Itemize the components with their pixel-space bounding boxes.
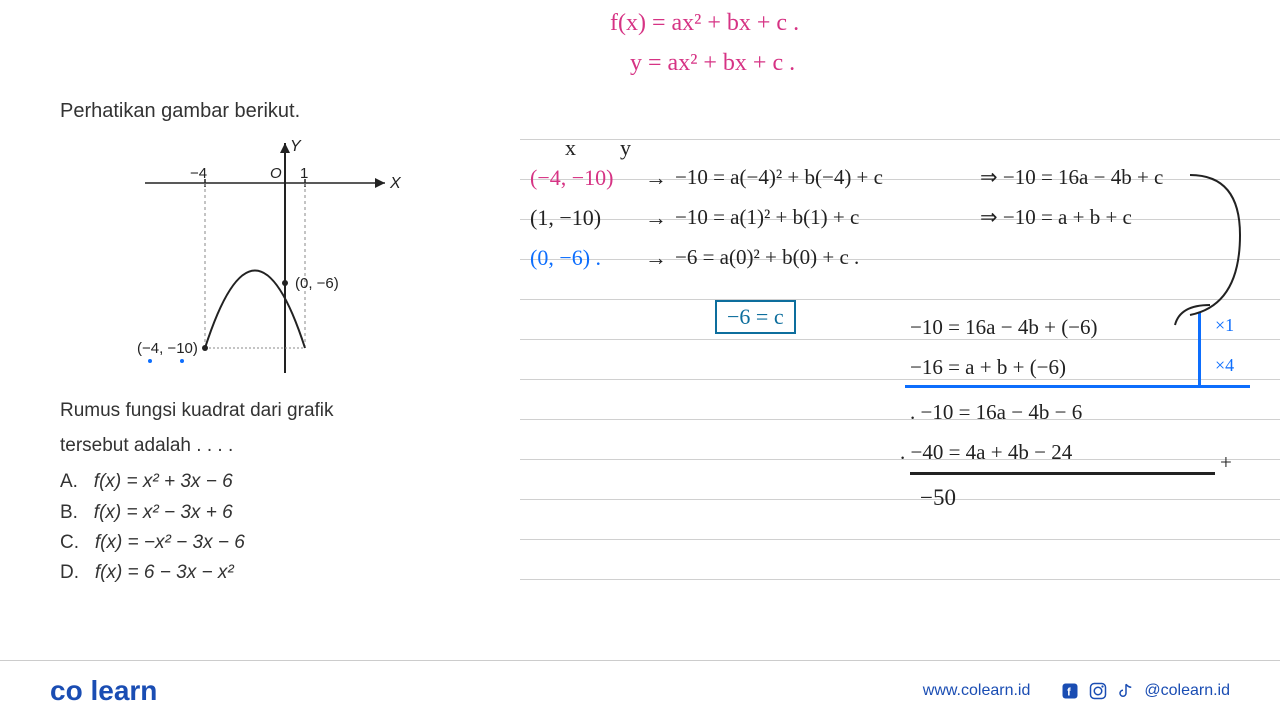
eq-y: y = ax² + bx + c . <box>630 50 795 77</box>
sys2: −16 = a + b + (−6) <box>910 355 1066 380</box>
pt1-sub: −10 = a(−4)² + b(−4) + c <box>675 165 883 190</box>
pt3-arrow: → <box>645 245 667 271</box>
pt1-imp: ⇒ −10 = 16a − 4b + c <box>980 165 1163 190</box>
option-c: C. f(x) = −x² − 3x − 6 <box>60 528 490 558</box>
footer: co learn www.colearn.id f @colearn.id <box>0 660 1280 720</box>
graph-svg: Y X O −4 1 (0, −6) (−4, −10) <box>135 133 415 383</box>
instagram-icon <box>1088 681 1108 701</box>
problem-panel: Perhatikan gambar berikut. <box>0 0 520 660</box>
question-line-1: Rumus fungsi kuadrat dari grafik <box>60 398 490 425</box>
option-a: A. f(x) = x² + 3x − 6 <box>60 467 490 497</box>
ruled-paper <box>520 100 1280 660</box>
logo: co learn <box>50 675 157 707</box>
pt1: (−4, −10) <box>530 165 613 191</box>
step1: . −10 = 16a − 4b − 6 <box>910 400 1082 425</box>
plus-sign: + <box>1220 450 1232 475</box>
pt2-imp: ⇒ −10 = a + b + c <box>980 205 1132 230</box>
pt2: (1, −10) <box>530 205 601 231</box>
tiktok-icon <box>1116 681 1136 701</box>
boxed-c: −6 = c <box>715 300 796 334</box>
answer-options: A. f(x) = x² + 3x − 6 B. f(x) = x² − 3x … <box>60 467 490 589</box>
origin-label: O <box>270 165 282 182</box>
bracket-arc <box>1180 165 1260 320</box>
website-url: www.colearn.id <box>923 682 1031 700</box>
step-underline <box>910 472 1215 475</box>
y-axis-label: Y <box>290 138 302 155</box>
problem-title: Perhatikan gambar berikut. <box>60 100 490 123</box>
social-handle: @colearn.id <box>1144 682 1230 700</box>
footer-right: www.colearn.id f @colearn.id <box>923 681 1230 701</box>
step2: . −40 = 4a + 4b − 24 <box>900 440 1072 465</box>
work-panel: f(x) = ax² + bx + c . y = ax² + bx + c .… <box>520 0 1280 660</box>
pt3-sub: −6 = a(0)² + b(0) + c . <box>675 245 859 270</box>
sys2-mult: ×4 <box>1215 355 1234 376</box>
tick-neg4: −4 <box>190 165 207 182</box>
option-d: D. f(x) = 6 − 3x − x² <box>60 558 490 588</box>
eq-fx: f(x) = ax² + bx + c . <box>610 10 799 37</box>
col-x: x <box>565 135 576 161</box>
option-b: B. f(x) = x² − 3x + 6 <box>60 498 490 528</box>
result: −50 <box>920 485 956 511</box>
pt3: (0, −6) . <box>530 245 601 271</box>
pt2-sub: −10 = a(1)² + b(1) + c <box>675 205 859 230</box>
sys1: −10 = 16a − 4b + (−6) <box>910 315 1098 340</box>
point-0-6: (0, −6) <box>295 275 339 292</box>
tick-1: 1 <box>300 165 308 182</box>
facebook-icon: f <box>1060 681 1080 701</box>
x-axis-label: X <box>389 175 402 192</box>
col-y: y <box>620 135 631 161</box>
question-line-2: tersebut adalah . . . . <box>60 433 490 460</box>
graph: Y X O −4 1 (0, −6) (−4, −10) <box>135 133 415 383</box>
point-4-10: (−4, −10) <box>137 340 198 357</box>
svg-text:f: f <box>1067 686 1071 698</box>
social-links: f @colearn.id <box>1060 681 1230 701</box>
pt1-arrow: → <box>645 165 667 191</box>
curve-into-sys <box>1170 300 1220 330</box>
pt2-arrow: → <box>645 205 667 231</box>
